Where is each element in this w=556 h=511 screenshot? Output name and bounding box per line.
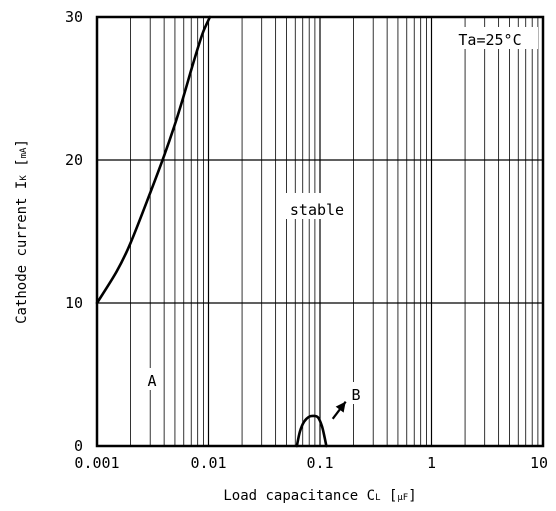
condition-label: Ta=25°C (458, 31, 521, 49)
x-tick-label: 0.1 (306, 454, 333, 472)
x-axis-title: Load capacitance CL [μF] (223, 488, 416, 504)
condition-label-background (442, 27, 538, 49)
x-tick-labels: 0.001 0.01 0.1 1 10 (74, 454, 548, 472)
y-tick-label: 0 (74, 437, 83, 455)
y-tick-label: 30 (65, 8, 83, 26)
x-axis-unit: μF (397, 493, 408, 503)
curves (95, 15, 328, 448)
stable-label-background (284, 193, 350, 219)
a-label-background (145, 368, 159, 390)
x-tick-label: 1 (427, 454, 436, 472)
y-axis-unit-open: [ (14, 158, 30, 175)
x-axis-unit-close: ] (408, 488, 416, 504)
region-b-label: B (351, 386, 360, 404)
arrow-to-b (331, 401, 347, 420)
x-tick-label: 0.01 (190, 454, 226, 472)
y-tick-labels: 0 10 20 30 (65, 8, 83, 455)
b-label-background (349, 382, 363, 404)
stable-region-label: stable (290, 201, 344, 219)
y-axis-title-subscript: K (19, 175, 29, 181)
stability-boundary-curve-1 (95, 15, 212, 305)
stability-boundary-curve-2 (295, 414, 328, 448)
x-tick-label: 10 (530, 454, 548, 472)
region-a-label: A (147, 372, 156, 390)
y-axis-title-text: Cathode current I (14, 181, 30, 324)
arrow-head (335, 401, 346, 413)
x-tick-label: 0.001 (74, 454, 119, 472)
x-axis-unit-open: [ (381, 488, 398, 504)
x-axis-title-text: Load capacitance C (223, 488, 375, 504)
y-axis-title: Cathode current IK [mA] (14, 139, 30, 324)
x-axis-title-subscript: L (375, 493, 380, 503)
plot-frame (95, 15, 545, 448)
y-tick-label: 10 (65, 294, 83, 312)
y-axis-unit-close: ] (14, 139, 30, 147)
y-tick-label: 20 (65, 151, 83, 169)
y-axis-unit: mA (19, 147, 29, 158)
grid (97, 17, 543, 446)
